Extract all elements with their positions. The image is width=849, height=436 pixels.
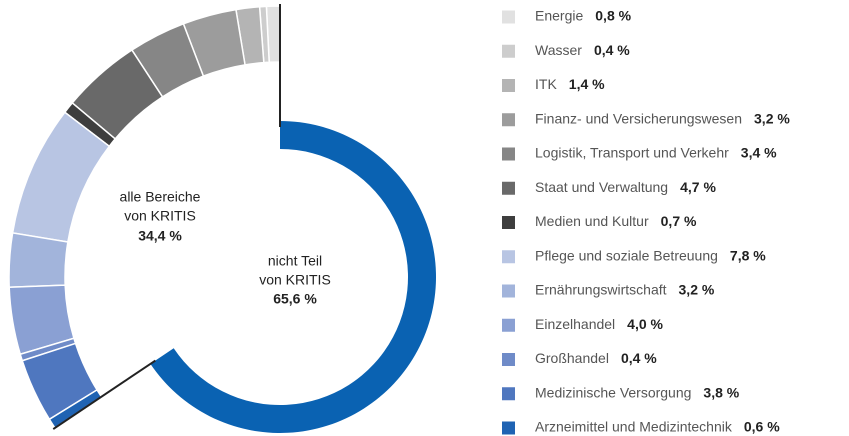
rest-value: 65,6 % — [273, 291, 317, 307]
legend-swatch — [502, 387, 515, 401]
legend-swatch — [502, 181, 515, 195]
sector-segment — [71, 48, 164, 140]
legend-value: 0,8 % — [595, 8, 631, 24]
sector-segment — [8, 232, 69, 288]
sector-segment — [182, 8, 246, 78]
divider — [52, 359, 156, 430]
legend-label: Ernährungswirtschaft — [535, 282, 667, 298]
sector-segment — [11, 111, 111, 243]
legend-label: Logistik, Transport und Verkehr — [535, 145, 729, 161]
legend-label: Finanz- und Versicherungswesen — [535, 110, 742, 126]
legend-swatch — [502, 421, 515, 435]
legend-label: Großhandel — [535, 350, 609, 366]
legend-swatch — [502, 79, 515, 92]
kritis-value: 34,4 % — [138, 228, 182, 244]
legend-value: 3,2 % — [679, 282, 715, 298]
legend-value: 1,4 % — [569, 76, 605, 92]
legend-value: 4,0 % — [627, 316, 663, 332]
legend-label: Energie — [535, 8, 583, 24]
legend-label: Medien und Kultur — [535, 213, 649, 229]
legend-swatch — [502, 284, 515, 298]
legend-label: Einzelhandel — [535, 316, 615, 332]
legend-label: ITK — [535, 76, 557, 92]
legend-label: Wasser — [535, 42, 582, 58]
sector-segment — [130, 22, 205, 98]
legend-swatch — [502, 216, 515, 229]
legend-value: 3,8 % — [703, 384, 739, 400]
rest-label: von KRITIS — [259, 272, 331, 288]
legend-value: 4,7 % — [680, 179, 716, 195]
rest-label: nicht Teil — [268, 253, 322, 269]
legend-swatch — [502, 147, 515, 161]
legend-label: Pflege und soziale Betreuung — [535, 247, 718, 263]
legend-swatch — [502, 44, 515, 58]
legend-value: 0,7 % — [661, 213, 697, 229]
sector-segment — [63, 101, 117, 148]
legend-value: 0,6 % — [744, 419, 780, 435]
legend-swatch — [502, 10, 515, 24]
legend-value: 3,4 % — [741, 145, 777, 161]
kritis-label: alle Bereiche — [120, 189, 201, 205]
legend-value: 3,2 % — [754, 110, 790, 126]
kritis-label: von KRITIS — [124, 208, 196, 224]
legend-value: 0,4 % — [621, 350, 657, 366]
sector-segment — [21, 342, 99, 421]
legend-swatch — [502, 113, 515, 127]
legend-value: 7,8 % — [730, 247, 766, 263]
legend-label: Arzneimittel und Medizintechnik — [535, 419, 733, 435]
legend-label: Medizinische Versorgung — [535, 384, 691, 400]
legend-swatch — [502, 353, 515, 366]
legend-swatch — [502, 250, 515, 264]
legend-swatch — [502, 318, 515, 332]
legend-label: Staat und Verwaltung — [535, 179, 668, 195]
sector-segment — [8, 284, 75, 356]
legend-value: 0,4 % — [594, 42, 630, 58]
